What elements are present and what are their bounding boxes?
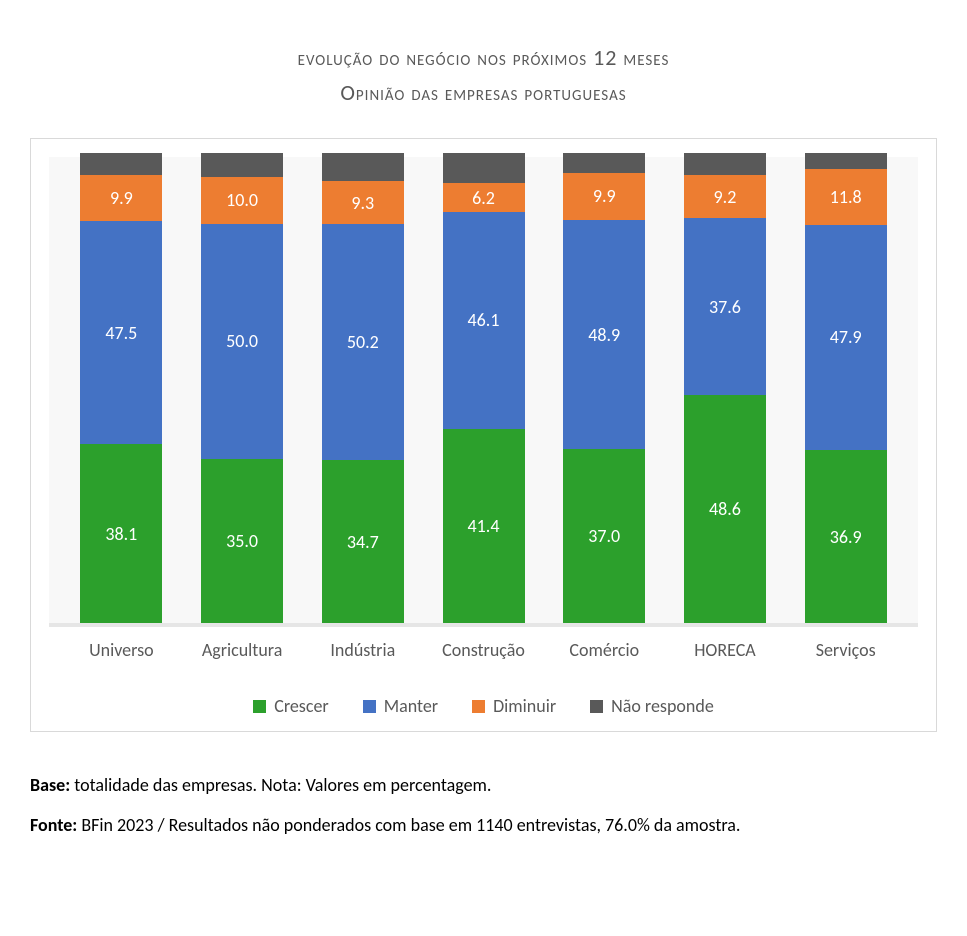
legend-item: Manter xyxy=(363,695,438,717)
bar-segment: 47.5 xyxy=(80,221,162,444)
bar-slot: 35.050.010.0 xyxy=(182,157,303,623)
bar-segment: 9.9 xyxy=(563,173,645,220)
category-labels-row: UniversoAgriculturaIndústriaConstruçãoCo… xyxy=(49,627,918,661)
chart-title-block: evolução do negócio nos próximos 12 mese… xyxy=(30,40,937,110)
footnote-fonte: Fonte: BFin 2023 / Resultados não ponder… xyxy=(30,806,937,846)
stacked-bar: 35.050.010.0 xyxy=(201,153,283,623)
bar-segment xyxy=(201,153,283,177)
bar-segment: 47.9 xyxy=(805,225,887,450)
legend-swatch xyxy=(590,700,603,713)
bar-segment: 38.1 xyxy=(80,444,162,623)
legend-item: Diminuir xyxy=(472,695,556,717)
category-label: Serviços xyxy=(785,639,906,661)
bar-slot: 48.637.69.2 xyxy=(665,157,786,623)
chart-frame: 38.147.59.935.050.010.034.750.29.341.446… xyxy=(30,138,937,732)
bar-slot: 36.947.911.8 xyxy=(785,157,906,623)
stacked-bar: 38.147.59.9 xyxy=(80,153,162,623)
bar-segment: 50.2 xyxy=(322,224,404,460)
stacked-bar: 41.446.16.2 xyxy=(443,153,525,623)
bar-slot: 34.750.29.3 xyxy=(302,157,423,623)
bar-slot: 41.446.16.2 xyxy=(423,157,544,623)
bar-segment xyxy=(443,153,525,183)
stacked-bar: 36.947.911.8 xyxy=(805,153,887,623)
bar-segment: 34.7 xyxy=(322,460,404,623)
bar-segment xyxy=(80,153,162,174)
legend-label: Manter xyxy=(384,695,438,717)
footnote-fonte-text: BFin 2023 / Resultados não ponderados co… xyxy=(77,814,740,836)
bar-segment: 6.2 xyxy=(443,183,525,212)
legend-label: Crescer xyxy=(274,695,328,717)
bar-slot: 38.147.59.9 xyxy=(61,157,182,623)
category-label: Universo xyxy=(61,639,182,661)
bar-segment: 48.9 xyxy=(563,220,645,450)
bar-segment: 36.9 xyxy=(805,450,887,623)
bar-segment xyxy=(684,153,766,175)
category-label: Construção xyxy=(423,639,544,661)
stacked-bar: 34.750.29.3 xyxy=(322,153,404,623)
bar-segment: 37.0 xyxy=(563,449,645,623)
stacked-bar: 37.048.99.9 xyxy=(563,153,645,623)
footnote-base: Base: totalidade das empresas. Nota: Val… xyxy=(30,766,937,806)
bar-segment xyxy=(805,153,887,169)
bar-segment: 48.6 xyxy=(684,395,766,623)
category-label: Agricultura xyxy=(182,639,303,661)
chart-legend: Crescer Manter Diminuir Não responde xyxy=(49,695,918,717)
bar-segment: 9.2 xyxy=(684,175,766,218)
bar-segment: 9.9 xyxy=(80,175,162,222)
legend-label: Não responde xyxy=(611,695,714,717)
chart-footnotes: Base: totalidade das empresas. Nota: Val… xyxy=(30,766,937,845)
bar-segment: 50.0 xyxy=(201,224,283,459)
category-label: Comércio xyxy=(544,639,665,661)
footnote-fonte-label: Fonte: xyxy=(30,814,77,836)
legend-swatch xyxy=(253,700,266,713)
chart-plot-area: 38.147.59.935.050.010.034.750.29.341.446… xyxy=(49,157,918,627)
legend-swatch xyxy=(363,700,376,713)
bar-segment: 11.8 xyxy=(805,169,887,224)
category-label: Indústria xyxy=(302,639,423,661)
chart-title-line2: Opinião das empresas portuguesas xyxy=(30,75,937,110)
footnote-base-text: totalidade das empresas. Nota: Valores e… xyxy=(70,774,491,796)
bar-segment: 9.3 xyxy=(322,181,404,225)
legend-swatch xyxy=(472,700,485,713)
category-label: HORECA xyxy=(665,639,786,661)
bar-slot: 37.048.99.9 xyxy=(544,157,665,623)
chart-title-line1: evolução do negócio nos próximos 12 mese… xyxy=(30,40,937,75)
bar-segment: 35.0 xyxy=(201,459,283,624)
bar-segment: 37.6 xyxy=(684,218,766,395)
bar-segment xyxy=(322,153,404,180)
legend-label: Diminuir xyxy=(493,695,556,717)
bar-segment: 10.0 xyxy=(201,177,283,224)
footnote-base-label: Base: xyxy=(30,774,70,796)
bar-segment: 41.4 xyxy=(443,429,525,624)
legend-item: Crescer xyxy=(253,695,328,717)
stacked-bar: 48.637.69.2 xyxy=(684,153,766,623)
bar-segment: 46.1 xyxy=(443,212,525,429)
bar-segment xyxy=(563,153,645,173)
legend-item: Não responde xyxy=(590,695,714,717)
